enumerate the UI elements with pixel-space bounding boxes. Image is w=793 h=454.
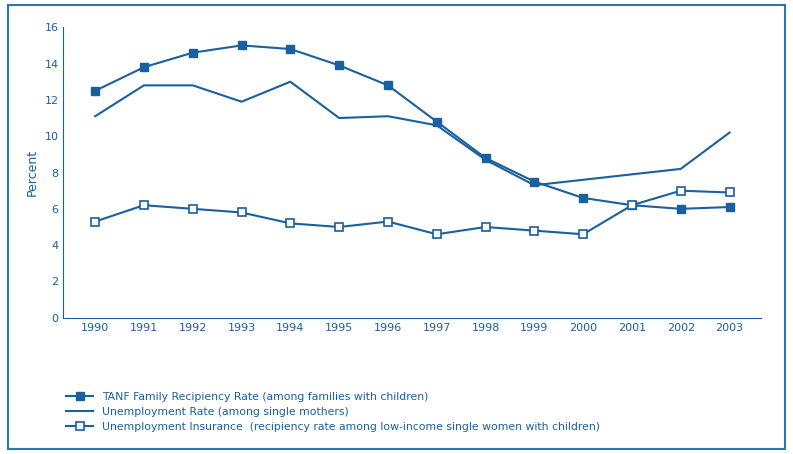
Legend: TANF Family Recipiency Rate (among families with children), Unemployment Rate (a: TANF Family Recipiency Rate (among famil… <box>62 387 604 436</box>
Y-axis label: Percent: Percent <box>26 149 39 196</box>
